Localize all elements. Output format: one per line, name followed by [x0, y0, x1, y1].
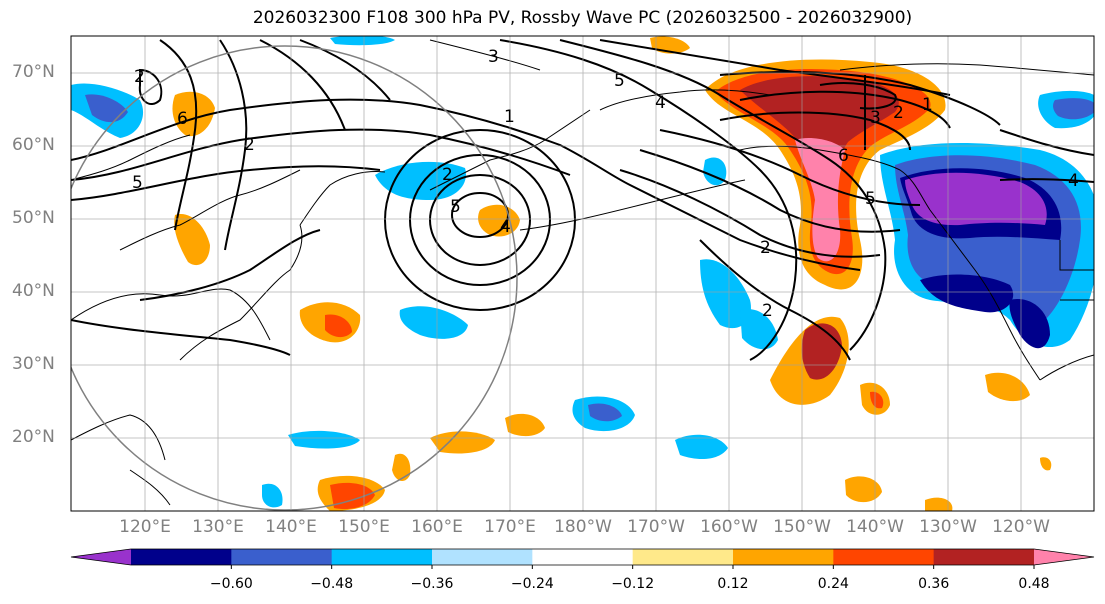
lon-label: 170°E [484, 517, 536, 537]
lon-label: 120°W [992, 517, 1050, 537]
map-title: 2026032300 F108 300 hPa PV, Rossby Wave … [252, 8, 913, 28]
map-frame [70, 35, 1095, 512]
contour-label: 2 [893, 103, 904, 123]
colorbar-tick-label: 0.12 [717, 576, 749, 592]
colorbar-tick-label: 0.48 [1018, 576, 1050, 592]
lon-label: 130°E [192, 517, 244, 537]
lon-label: 170°W [627, 517, 685, 537]
contour-label: 3 [488, 47, 499, 67]
contour-label: 6 [838, 146, 849, 166]
contour-label: 2 [442, 165, 453, 185]
pv-contours [71, 39, 1094, 361]
lat-label-60n: 60°N [12, 135, 55, 155]
lon-label: 180°W [554, 517, 612, 537]
contour-label: 2 [244, 135, 255, 155]
positive-anomaly-core [795, 138, 845, 262]
contour-label: 1 [504, 107, 515, 127]
contour-label: 5 [614, 71, 625, 91]
range-circle [71, 45, 518, 511]
gridlines [71, 36, 1094, 511]
contour-label: 4 [500, 217, 511, 237]
contour-label: 5 [132, 173, 143, 193]
lat-label-50n: 50°N [12, 208, 55, 228]
lon-label: 140°E [265, 517, 317, 537]
lat-label-30n: 30°N [12, 354, 55, 374]
colorbar-tick-label: −0.12 [611, 576, 655, 592]
colorbar-tick-label: 0.24 [817, 576, 849, 592]
lon-label: 130°W [919, 517, 977, 537]
contour-label: 2 [762, 301, 773, 321]
colorbar-tick-label: −0.60 [209, 576, 253, 592]
lon-label: 150°W [773, 517, 831, 537]
pc-shading [71, 36, 1094, 511]
lat-label-20n: 20°N [12, 427, 55, 447]
contour-label: 5 [450, 197, 461, 217]
lon-label: 140°W [846, 517, 904, 537]
contour-label: 4 [1068, 171, 1079, 191]
colorbar-tick-label: −0.36 [410, 576, 454, 592]
colorbar-tick-label: −0.24 [510, 576, 554, 592]
lon-label: 160°W [700, 517, 758, 537]
colorbar-tick-label: −0.48 [310, 576, 354, 592]
lon-label: 120°E [119, 517, 171, 537]
contour-label: 5 [865, 189, 876, 209]
lon-label: 160°E [411, 517, 463, 537]
lat-label-70n: 70°N [12, 62, 55, 82]
contour-label: 6 [177, 109, 188, 129]
contour-label: 1 [922, 95, 933, 115]
contour-labels: 1 2 3 4 5 6 2 3 4 5 6 1 2 3 2 3 4 5 2 5 … [132, 47, 1079, 321]
lon-label: 150°E [338, 517, 390, 537]
contour-label: 3 [870, 108, 881, 128]
colorbar-tick-label: 0.36 [918, 576, 950, 592]
contour-label: 4 [655, 93, 666, 113]
lat-label-40n: 40°N [12, 281, 55, 301]
contour-label: 2 [760, 238, 771, 258]
contour-label: 2 [134, 67, 145, 87]
